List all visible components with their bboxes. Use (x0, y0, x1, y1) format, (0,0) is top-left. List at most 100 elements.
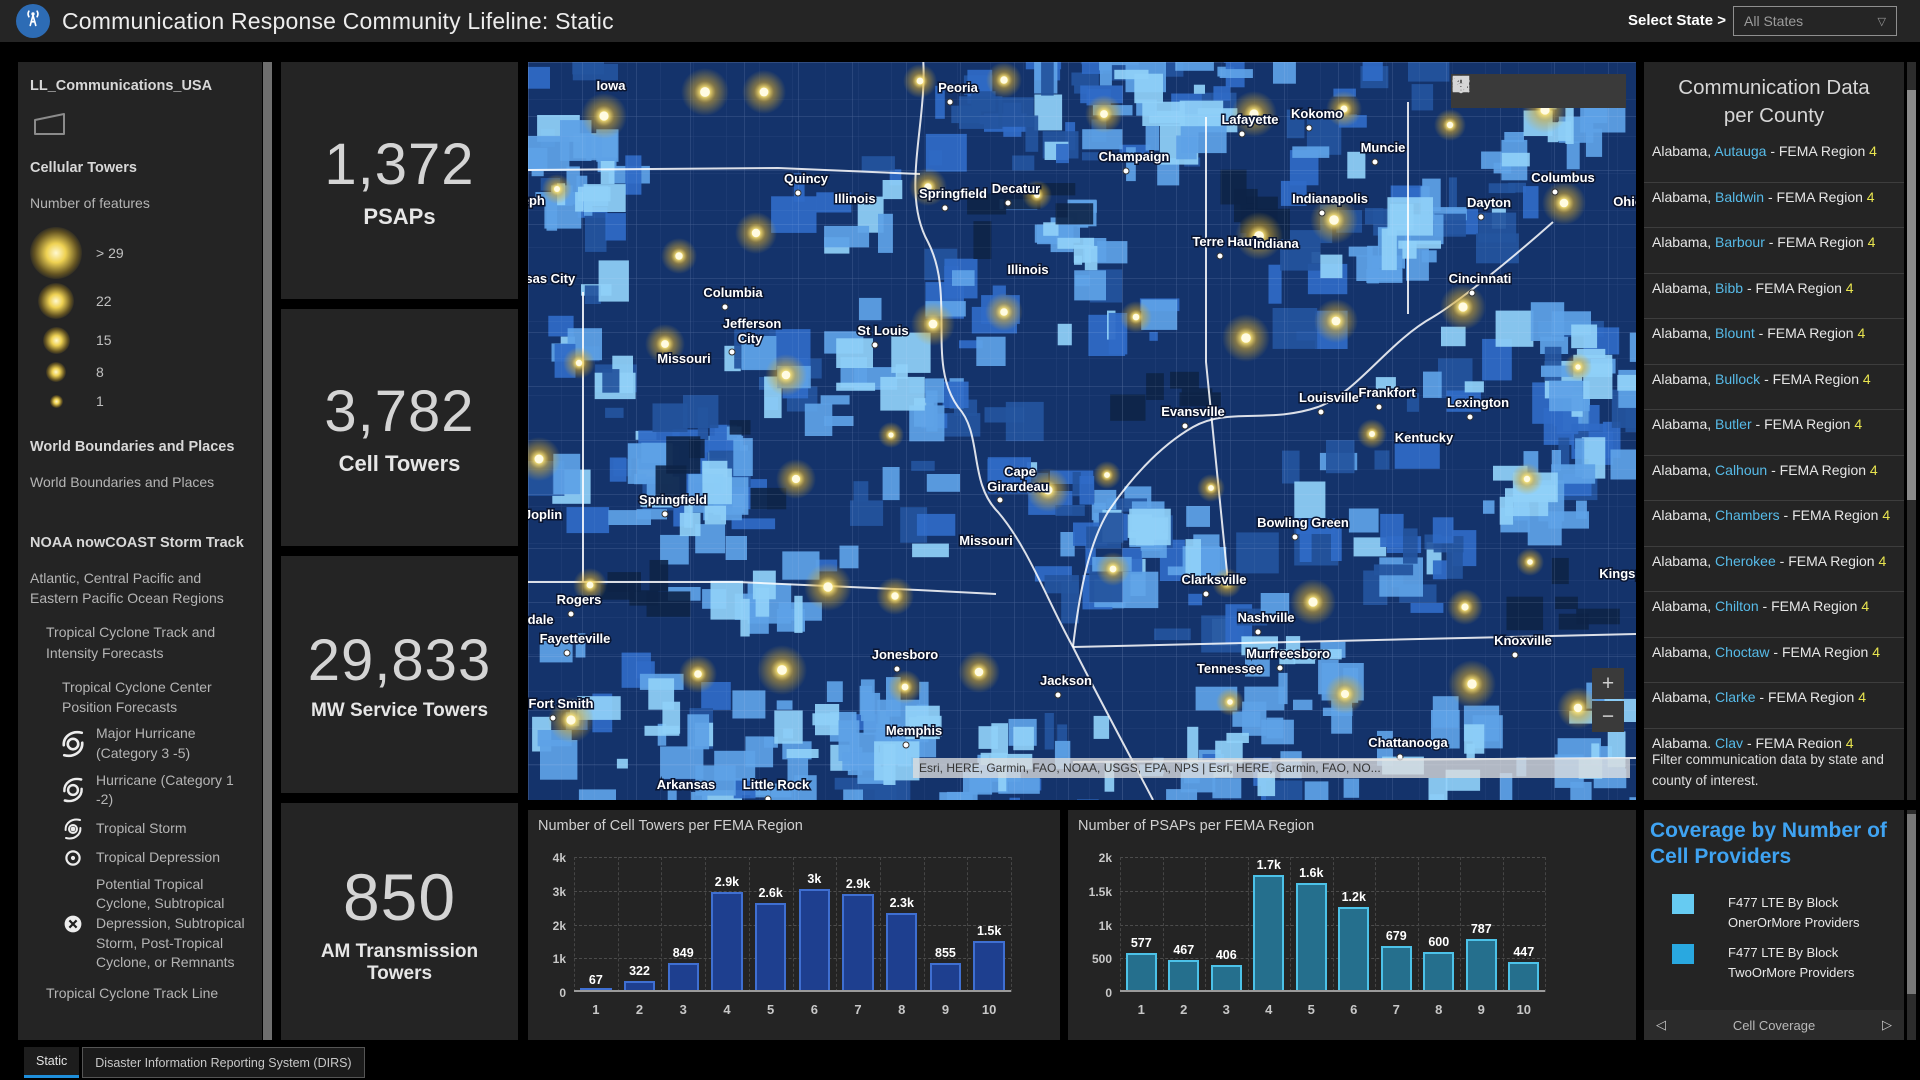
city-label: Lexington (1447, 395, 1509, 410)
basemap-icon[interactable] (1452, 74, 1626, 108)
x-tick-label: 5 (1307, 1002, 1315, 1017)
coverage-label: F477 LTE By Block OnerOrMore Providers (1728, 894, 1860, 930)
fema-region-label: - FEMA Region (1743, 279, 1846, 296)
bar[interactable] (842, 894, 874, 992)
y-tick-label: 1.5k (1088, 884, 1112, 899)
county-scrollbar[interactable] (1907, 62, 1916, 800)
county-row[interactable]: Alabama, Barbour - FEMA Region 4 (1644, 228, 1904, 274)
county-row[interactable]: Alabama, Chilton - FEMA Region 4 (1644, 592, 1904, 638)
home-icon[interactable] (1452, 74, 1521, 108)
y-tick-label: 0 (1105, 986, 1112, 1000)
bar-value-label: 849 (672, 946, 694, 961)
city-label: Muncie (1361, 140, 1406, 155)
cyclone-track-line-label: Tropical Cyclone Track Line (46, 984, 219, 1001)
storm-legend-label: Major Hurricane (Category 3 -5) (96, 725, 196, 762)
bar[interactable] (798, 889, 831, 992)
fema-region-label: - FEMA Region (1760, 370, 1863, 387)
bar[interactable] (1210, 964, 1242, 992)
bar[interactable] (1465, 938, 1497, 992)
stat-value: 850 (342, 859, 457, 934)
coverage-legend: F477 LTE By Block OnerOrMore Providers F4… (1644, 871, 1904, 984)
next-arrow-icon[interactable]: ▷ (1882, 1017, 1892, 1032)
bar[interactable] (973, 941, 1005, 992)
state-dropdown[interactable]: All States ▽ (1733, 6, 1897, 36)
fema-region-label: - FEMA Region (1767, 461, 1870, 478)
city-label: Springfield (639, 492, 707, 507)
coverage-legend-item: F477 LTE By Block TwoOrMore Providers (1650, 943, 1898, 983)
bar[interactable] (754, 902, 787, 992)
coverage-scrollbar[interactable] (1907, 810, 1916, 1040)
county-row[interactable]: Alabama, Butler - FEMA Region 4 (1644, 410, 1904, 456)
bar[interactable] (1168, 960, 1200, 992)
tab-disaster-information-reporting-system-dirs[interactable]: Disaster Information Reporting System (D… (82, 1047, 365, 1078)
bar-slot: 1.6k (1290, 857, 1333, 992)
fema-region-number: 4 (1845, 279, 1854, 296)
county-state: Alabama, (1652, 643, 1716, 660)
x-tick-label: 9 (1477, 1002, 1485, 1017)
zoom-out-button[interactable]: − (1592, 701, 1624, 732)
legend-icon[interactable] (1452, 74, 1556, 108)
prev-arrow-icon[interactable]: ◁ (1656, 1017, 1666, 1032)
x-tick-label: 6 (810, 1002, 818, 1017)
city-label: Jefferson (723, 316, 782, 331)
gridline (836, 857, 838, 992)
county-row[interactable]: Alabama, Choctaw - FEMA Region 4 (1644, 638, 1904, 684)
county-row[interactable]: Alabama, Bullock - FEMA Region 4 (1644, 365, 1904, 411)
stat-value: 3,782 (324, 379, 475, 444)
bar[interactable] (667, 963, 699, 992)
city-label: Lafayette (1221, 112, 1278, 127)
x-tick-label: 7 (854, 1002, 862, 1017)
city-label: City (738, 331, 763, 346)
layers-icon[interactable] (1452, 74, 1591, 108)
feature-size-label: 15 (96, 332, 112, 349)
bar-slot: 322 (618, 857, 662, 992)
zoom-in-button[interactable]: + (1592, 668, 1624, 699)
bar[interactable] (1338, 906, 1370, 992)
city-label: Fayetteville (540, 631, 611, 646)
bar[interactable] (1423, 951, 1455, 992)
gridline (617, 857, 619, 992)
chart-title: Number of Cell Towers per FEMA Region (538, 818, 803, 834)
feature-size-row: 15 (30, 323, 252, 357)
bar-slot: 787 (1460, 857, 1503, 992)
bar-slot: 1.7k (1248, 857, 1291, 992)
y-tick-label: 0 (559, 986, 566, 1000)
bar-slot: 1.2k (1333, 857, 1376, 992)
feature-size-row: 8 (30, 357, 252, 387)
app-logo (16, 4, 50, 38)
city-label: Little Rock (743, 777, 810, 792)
bar[interactable] (886, 912, 918, 992)
county-row[interactable]: Alabama, Cherokee - FEMA Region 4 (1644, 547, 1904, 593)
bar-value-label: 2.3k (889, 895, 914, 910)
city-label: Fort Smith (529, 696, 594, 711)
city-label: Terre Haute (1192, 234, 1263, 249)
map-panel[interactable]: Iowa Peoria Kokomo Lafayette Muncie Champaign… (528, 62, 1636, 800)
bar-slot: 600 (1418, 857, 1461, 992)
fema-region-label: - FEMA Region (1779, 507, 1883, 524)
polygon-icon (32, 111, 252, 140)
county-row[interactable]: Alabama, Bibb - FEMA Region 4 (1644, 274, 1904, 320)
bar[interactable] (1253, 874, 1285, 992)
stat-card: 29,833 MW Service Towers (281, 556, 518, 793)
fema-region-number: 4 (1869, 143, 1877, 160)
tab-static[interactable]: Static (24, 1047, 80, 1078)
county-row[interactable]: Alabama, Calhoun - FEMA Region 4 (1644, 456, 1904, 502)
county-row[interactable]: Alabama, Autauga - FEMA Region 4 (1644, 137, 1904, 183)
county-row[interactable]: Alabama, Clarke - FEMA Region 4 (1644, 683, 1904, 729)
bar[interactable] (1125, 953, 1157, 992)
x-tick-label: 2 (1180, 1002, 1188, 1017)
bar[interactable] (711, 892, 743, 992)
bar[interactable] (1508, 961, 1540, 992)
bar[interactable] (929, 963, 962, 992)
legend-scrollbar[interactable] (263, 62, 272, 1040)
x-tick-label: 5 (767, 1002, 775, 1017)
city-label: Cape (1004, 464, 1036, 479)
city-label: Iowa (597, 78, 627, 93)
bar[interactable] (1380, 946, 1412, 992)
major-hurricane-icon (56, 729, 90, 759)
county-row[interactable]: Alabama, Baldwin - FEMA Region 4 (1644, 183, 1904, 229)
county-row[interactable]: Alabama, Chambers - FEMA Region 4 (1644, 501, 1904, 547)
bar[interactable] (1295, 883, 1327, 992)
county-row[interactable]: Alabama, Blount - FEMA Region 4 (1644, 319, 1904, 365)
city-label: Illinois (1007, 262, 1048, 277)
